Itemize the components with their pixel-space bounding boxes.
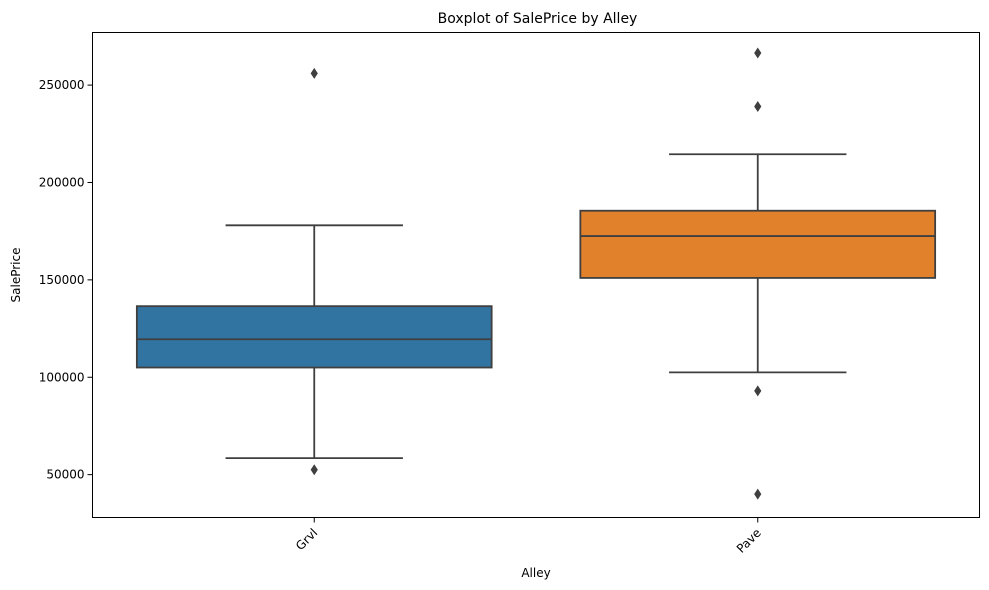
plot-area — [135, 47, 937, 500]
y-tick-label: 50000 — [46, 468, 84, 482]
outlier-point — [310, 464, 318, 476]
iqr-box — [135, 305, 493, 369]
plot-frame — [92, 32, 980, 518]
y-tick-label: 200000 — [39, 175, 85, 189]
y-axis: 50000 100000 150000 200000 250000 — [39, 78, 93, 482]
outlier-point — [310, 67, 318, 79]
y-axis-label: SalePrice — [9, 248, 23, 303]
outlier-point — [754, 488, 762, 500]
x-axis-label: Alley — [521, 566, 550, 580]
iqr-box — [579, 209, 937, 279]
x-tick-label: Grvl — [293, 526, 320, 553]
chart-title: Boxplot of SalePrice by Alley — [438, 11, 638, 27]
x-tick-label: Pave — [734, 526, 764, 556]
box-grvl — [135, 67, 493, 476]
x-axis: Grvl Pave — [293, 517, 764, 556]
box-pave — [579, 47, 937, 500]
outlier-point — [754, 101, 762, 113]
outlier-point — [754, 47, 762, 59]
outlier-point — [754, 385, 762, 397]
y-tick-label: 100000 — [39, 370, 85, 384]
y-tick-label: 150000 — [39, 273, 85, 287]
y-tick-label: 250000 — [39, 78, 85, 92]
